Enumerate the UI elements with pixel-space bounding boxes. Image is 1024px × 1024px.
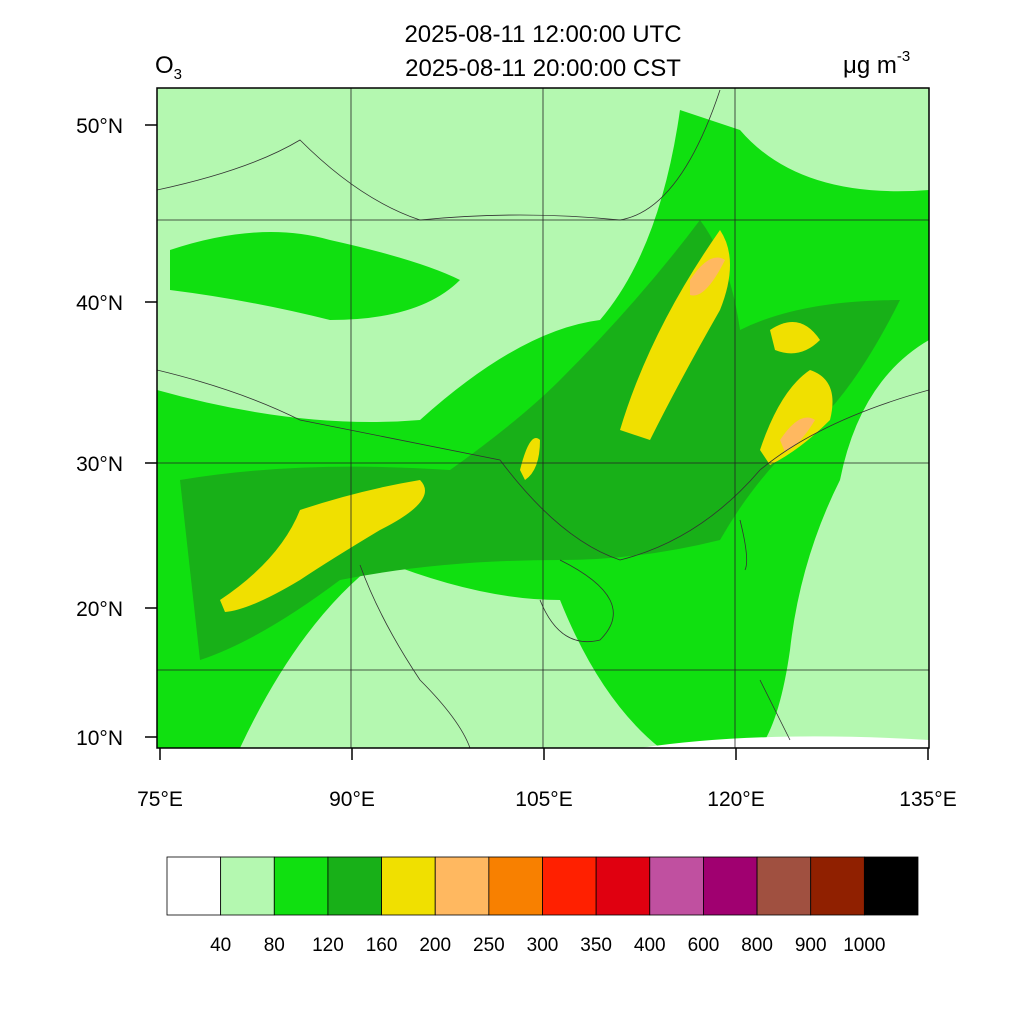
borders <box>157 89 929 748</box>
colorbar-label: 350 <box>580 935 612 956</box>
colorbar: 40 80 120 160 200 250 300 350 400 600 800 900 1000 <box>166 856 919 956</box>
map-frame <box>156 87 930 749</box>
colorbar-swatch <box>327 856 382 916</box>
colorbar-swatch <box>595 856 651 916</box>
title-line1: 2025-08-11 12:00:00 UTC <box>404 21 681 48</box>
field-contour <box>780 417 815 452</box>
colorbar-swatch <box>220 856 275 916</box>
graticule <box>157 88 929 748</box>
variable-subscript: 3 <box>174 66 182 83</box>
colorbar-label: 80 <box>264 935 285 956</box>
colorbar-label: 40 <box>210 935 231 956</box>
map-field <box>157 88 929 748</box>
units-label: μg m-3 <box>843 48 910 79</box>
lon-tick-label: 75°E <box>137 788 183 811</box>
lat-tick-label: 20°N <box>76 598 123 621</box>
field-contour <box>640 736 929 748</box>
colorbar-label: 300 <box>527 935 559 956</box>
lon-tick-label: 90°E <box>329 788 375 811</box>
field-contour <box>170 232 460 320</box>
colorbar-swatch <box>703 856 758 916</box>
colorbar-swatch <box>810 856 865 916</box>
field-contour <box>220 480 425 612</box>
colorbar-label: 400 <box>634 935 666 956</box>
variable-label: O3 <box>155 52 182 83</box>
lat-tick-label: 10°N <box>76 727 123 750</box>
field-contour <box>760 370 833 465</box>
colorbar-swatch <box>434 856 490 916</box>
lat-tick-label: 50°N <box>76 115 123 138</box>
lon-tick-label: 135°E <box>899 788 956 811</box>
units-superscript: -3 <box>897 48 910 65</box>
colorbar-label: 160 <box>366 935 398 956</box>
colorbar-label: 1000 <box>843 935 885 956</box>
colorbar-swatch <box>488 856 543 916</box>
colorbar-label: 600 <box>688 935 720 956</box>
colorbar-swatch <box>649 856 704 916</box>
units: μg m <box>843 52 897 79</box>
field-contour <box>770 322 820 354</box>
axes: 10°N 20°N 30°N 40°N 50°N 75°E 90°E 105°E 120°E 13… <box>76 115 957 811</box>
colorbar-swatch <box>542 856 597 916</box>
colorbar-label: 800 <box>741 935 773 956</box>
field-contour <box>520 438 540 480</box>
colorbar-swatch <box>381 856 436 916</box>
variable: O <box>155 52 174 79</box>
lat-tick-label: 40°N <box>76 292 123 315</box>
colorbar-label: 120 <box>312 935 344 956</box>
colorbar-swatch <box>273 856 329 916</box>
colorbar-label: 250 <box>473 935 505 956</box>
colorbar-swatch <box>756 856 812 916</box>
title-line2: 2025-08-11 20:00:00 CST <box>405 55 681 82</box>
lon-tick-label: 120°E <box>707 788 764 811</box>
lat-tick-label: 30°N <box>76 453 123 476</box>
colorbar-swatch <box>166 856 222 916</box>
lon-tick-label: 105°E <box>515 788 572 811</box>
colorbar-label: 200 <box>419 935 451 956</box>
colorbar-label: 900 <box>795 935 827 956</box>
colorbar-swatch <box>863 856 919 916</box>
field-contour <box>690 257 725 296</box>
